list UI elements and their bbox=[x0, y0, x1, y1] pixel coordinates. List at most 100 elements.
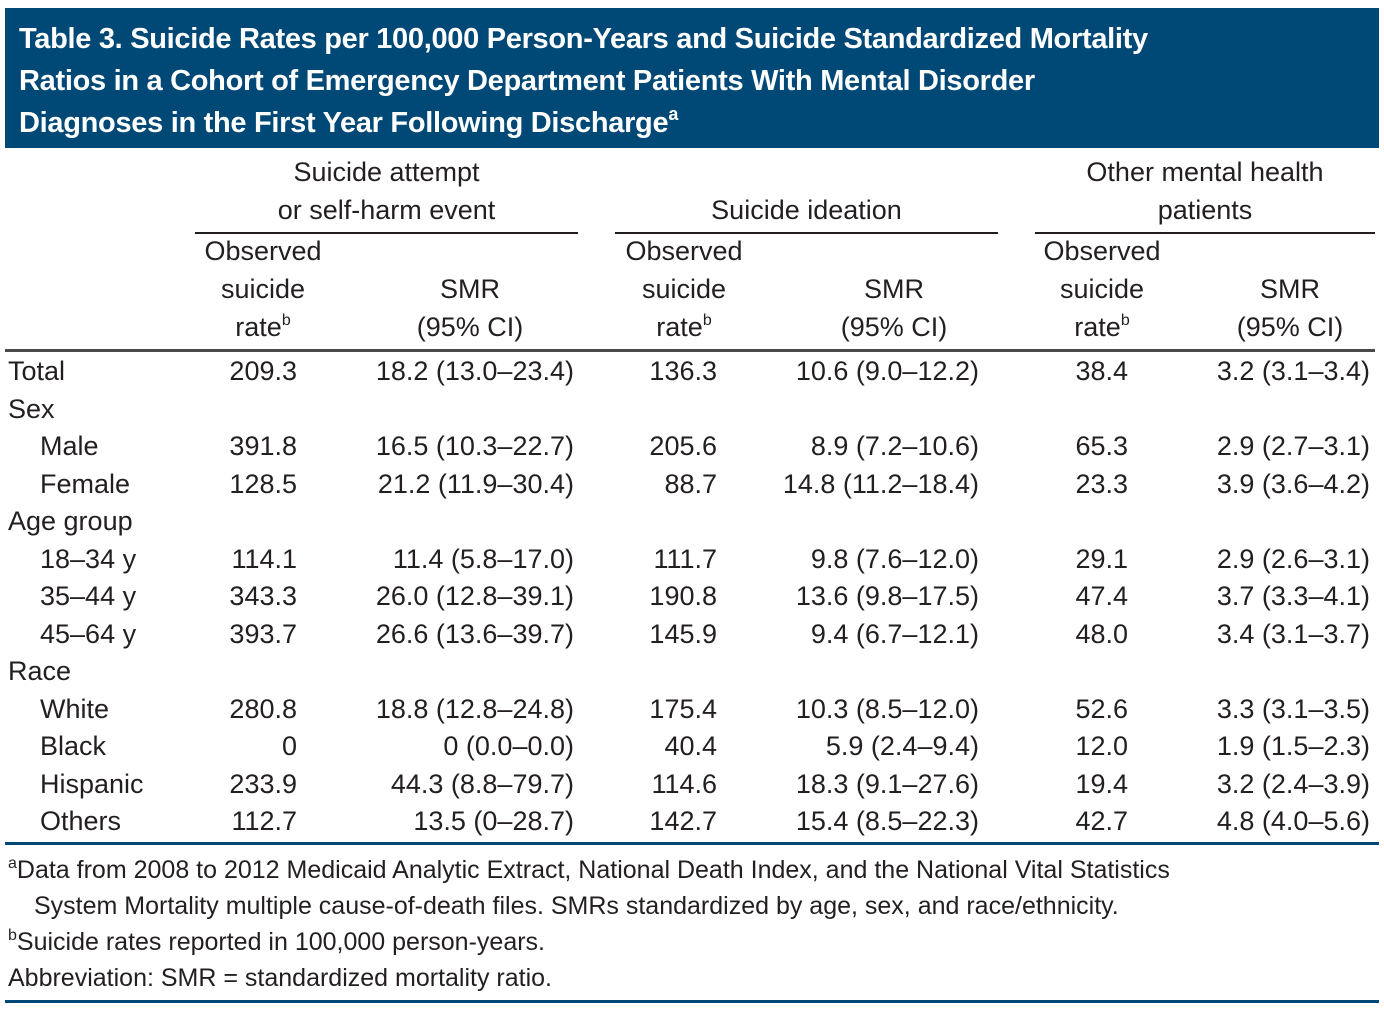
cell-rate: 88.7 bbox=[664, 468, 717, 499]
cell-smr: 3.4 (3.1–3.7) bbox=[1216, 618, 1370, 649]
table-bottom-rule bbox=[5, 842, 1379, 845]
group-header-ideation: Suicide ideation bbox=[711, 195, 902, 225]
subheader-smr-2: SMR (95% CI) bbox=[840, 274, 948, 342]
cell-rate: 42.7 bbox=[1075, 806, 1128, 836]
cell-smr: 5.9 (2.4–9.4) bbox=[825, 731, 979, 761]
table-row: Age group bbox=[0, 503, 1384, 541]
cell-rate: 52.6 bbox=[1075, 693, 1128, 724]
cell-rate: 175.4 bbox=[649, 693, 717, 724]
cell-rate: 209.3 bbox=[229, 356, 297, 386]
cell-smr: 4.8 (4.0–5.6) bbox=[1216, 806, 1370, 836]
group-header-attempt: Suicide attempt or self-harm event bbox=[277, 157, 496, 225]
subheader-smr-1: SMR (95% CI) bbox=[416, 274, 524, 342]
footnote-bottom-rule bbox=[5, 1000, 1379, 1003]
cell-rate: 136.3 bbox=[649, 356, 717, 386]
row-label: Male bbox=[40, 431, 99, 461]
cell-smr: 26.0 (12.8–39.1) bbox=[375, 581, 574, 611]
cell-rate: 145.9 bbox=[649, 618, 717, 649]
row-label: Black bbox=[40, 731, 107, 761]
cell-smr: 10.3 (8.5–12.0) bbox=[795, 693, 979, 724]
row-label: Sex bbox=[8, 393, 55, 424]
cell-rate: 280.8 bbox=[229, 693, 297, 724]
header-bottom-rule bbox=[5, 349, 1375, 352]
cell-smr: 1.9 (1.5–2.3) bbox=[1216, 731, 1370, 761]
row-label: White bbox=[40, 693, 110, 724]
cell-smr: 18.8 (12.8–24.8) bbox=[375, 693, 574, 724]
cell-smr: 14.8 (11.2–18.4) bbox=[782, 468, 979, 499]
cell-smr: 13.5 (0–28.7) bbox=[413, 806, 574, 836]
cell-rate: 29.1 bbox=[1075, 543, 1128, 574]
table-row: 18–34 y 114.1 11.4 (5.8–17.0) 111.7 9.8 (7.6… bbox=[0, 541, 1384, 579]
cell-rate: 111.7 bbox=[653, 543, 717, 574]
row-label: Total bbox=[8, 356, 66, 386]
cell-smr: 3.7 (3.3–4.1) bbox=[1216, 581, 1370, 611]
cell-smr: 10.6 (9.0–12.2) bbox=[795, 356, 979, 386]
cell-rate: 393.7 bbox=[229, 618, 297, 649]
group-rule-attempt bbox=[195, 232, 578, 234]
cell-rate: 0 bbox=[281, 731, 297, 761]
cell-rate: 343.3 bbox=[229, 581, 297, 611]
row-label: Race bbox=[8, 656, 72, 686]
cell-smr: 3.2 (2.4–3.9) bbox=[1216, 768, 1370, 799]
table-title: Table 3. Suicide Rates per 100,000 Perso… bbox=[5, 8, 1379, 148]
cell-smr: 18.3 (9.1–27.6) bbox=[795, 768, 979, 799]
cell-rate: 48.0 bbox=[1075, 618, 1128, 649]
row-label: Others bbox=[40, 806, 122, 836]
cell-rate: 114.6 bbox=[651, 768, 717, 799]
row-label: 45–64 y bbox=[40, 618, 137, 649]
footnote-a-line2: System Mortality multiple cause-of-death… bbox=[34, 892, 1119, 920]
table-row: Male 391.8 16.5 (10.3–22.7) 205.6 8.9 (7.2–1… bbox=[0, 428, 1384, 466]
cell-smr: 21.2 (11.9–30.4) bbox=[377, 468, 574, 499]
group-header-other: Other mental health patients bbox=[1086, 157, 1324, 225]
cell-rate: 12.0 bbox=[1075, 731, 1128, 761]
cell-smr: 44.3 (8.8–79.7) bbox=[390, 768, 574, 799]
cell-smr: 3.9 (3.6–4.2) bbox=[1216, 468, 1370, 499]
cell-smr: 13.6 (9.8–17.5) bbox=[795, 581, 979, 611]
row-label: Female bbox=[40, 468, 131, 499]
group-rule-other bbox=[1035, 232, 1375, 234]
cell-rate: 391.8 bbox=[229, 431, 297, 461]
table-row: Total 209.3 18.2 (13.0–23.4) 136.3 10.6 (9.0… bbox=[0, 353, 1384, 391]
table-row: 35–44 y 343.3 26.0 (12.8–39.1) 190.8 13.6 (9… bbox=[0, 578, 1384, 616]
table-row: Others 112.7 13.5 (0–28.7) 142.7 15.4 (8.5–2… bbox=[0, 803, 1384, 841]
table-row: Black 0 0 (0.0–0.0) 40.4 5.9 (2.4–9.4) 12.0 1.… bbox=[0, 728, 1384, 766]
cell-rate: 233.9 bbox=[229, 768, 297, 799]
table-row: Hispanic 233.9 44.3 (8.8–79.7) 114.6 18.3 (9… bbox=[0, 766, 1384, 804]
cell-smr: 2.9 (2.7–3.1) bbox=[1216, 431, 1370, 461]
footnote-a-line1: aData from 2008 to 2012 Medicaid Analyti… bbox=[8, 855, 1170, 885]
cell-rate: 65.3 bbox=[1075, 431, 1128, 461]
title-line-2: Ratios in a Cohort of Emergency Departme… bbox=[19, 65, 1035, 97]
footnote-abbreviation: Abbreviation: SMR = standardized mortali… bbox=[8, 964, 552, 992]
table-row: White 280.8 18.8 (12.8–24.8) 175.4 10.3 (8.5… bbox=[0, 691, 1384, 729]
cell-rate: 112.7 bbox=[231, 806, 297, 836]
cell-rate: 19.4 bbox=[1075, 768, 1128, 799]
cell-rate: 38.4 bbox=[1075, 356, 1128, 386]
cell-smr: 8.9 (7.2–10.6) bbox=[810, 431, 979, 461]
cell-rate: 114.1 bbox=[231, 543, 297, 574]
cell-smr: 15.4 (8.5–22.3) bbox=[795, 806, 979, 836]
row-label: Age group bbox=[8, 506, 133, 536]
cell-smr: 3.2 (3.1–3.4) bbox=[1216, 356, 1370, 386]
title-superscript: a bbox=[668, 104, 679, 124]
cell-rate: 23.3 bbox=[1075, 468, 1128, 499]
title-line-1: Table 3. Suicide Rates per 100,000 Perso… bbox=[19, 23, 1148, 55]
subheader-smr-3: SMR (95% CI) bbox=[1236, 274, 1344, 342]
cell-smr: 0 (0.0–0.0) bbox=[443, 731, 574, 761]
cell-smr: 2.9 (2.6–3.1) bbox=[1216, 543, 1370, 574]
cell-rate: 190.8 bbox=[649, 581, 717, 611]
subheader-rate-3: Observed suicide rateb bbox=[1043, 236, 1161, 342]
cell-rate: 205.6 bbox=[649, 431, 717, 461]
table-row: Sex bbox=[0, 391, 1384, 429]
table-row: Female 128.5 21.2 (11.9–30.4) 88.7 14.8 (11.… bbox=[0, 466, 1384, 504]
cell-smr: 3.3 (3.1–3.5) bbox=[1216, 693, 1370, 724]
cell-rate: 47.4 bbox=[1075, 581, 1128, 611]
footnote-b: bSuicide rates reported in 100,000 perso… bbox=[8, 927, 545, 957]
cell-rate: 128.5 bbox=[229, 468, 297, 499]
cell-smr: 9.4 (6.7–12.1) bbox=[810, 618, 979, 649]
subheader-rate-2: Observed suicide rateb bbox=[625, 236, 743, 342]
cell-smr: 11.4 (5.8–17.0) bbox=[392, 543, 574, 574]
cell-smr: 18.2 (13.0–23.4) bbox=[375, 356, 574, 386]
table-row: 45–64 y 393.7 26.6 (13.6–39.7) 145.9 9.4 (6.… bbox=[0, 616, 1384, 654]
cell-smr: 26.6 (13.6–39.7) bbox=[375, 618, 574, 649]
cell-smr: 9.8 (7.6–12.0) bbox=[810, 543, 979, 574]
